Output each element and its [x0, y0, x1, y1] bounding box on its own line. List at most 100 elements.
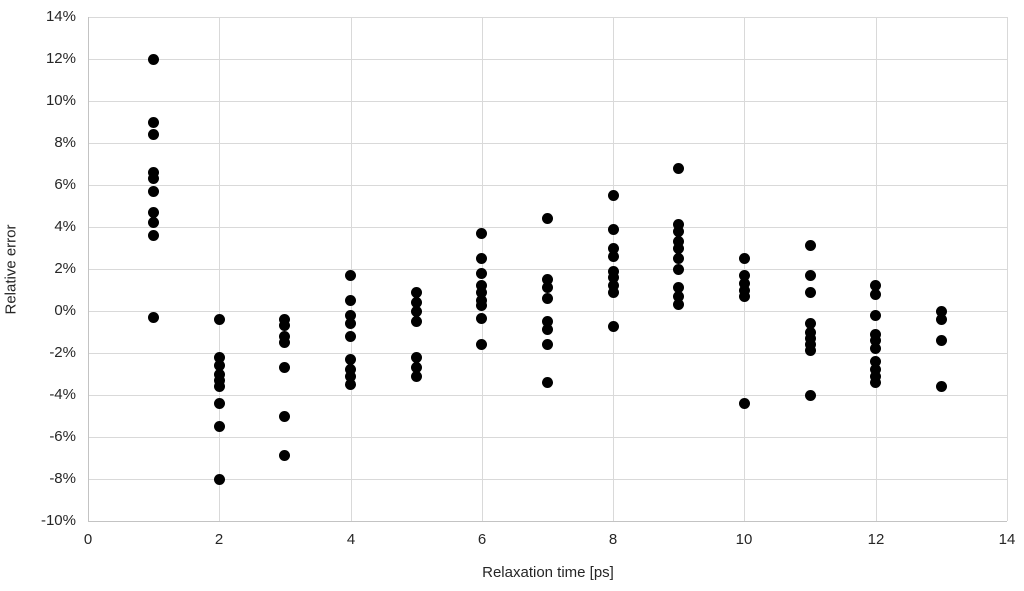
data-point — [345, 309, 357, 321]
data-point — [607, 265, 619, 277]
horizontal-gridline — [88, 101, 1007, 102]
data-point — [673, 299, 685, 311]
data-point — [213, 368, 225, 380]
data-point — [213, 313, 225, 325]
data-point — [607, 242, 619, 254]
data-point — [673, 263, 685, 275]
data-point — [804, 240, 816, 252]
data-point — [476, 312, 488, 324]
y-tick-label: 4% — [54, 218, 76, 235]
data-point — [345, 364, 357, 376]
data-point — [542, 376, 553, 388]
data-point — [870, 309, 882, 321]
x-tick-label: 4 — [346, 531, 356, 548]
y-tick-label: 0% — [54, 302, 76, 319]
data-point — [345, 330, 357, 342]
y-tick-label: 8% — [54, 134, 76, 151]
y-tick-label: 6% — [54, 176, 76, 193]
data-point — [410, 370, 422, 382]
horizontal-gridline — [88, 479, 1007, 480]
data-point — [148, 166, 160, 178]
data-point — [870, 334, 882, 346]
data-point — [345, 353, 357, 365]
data-point — [738, 253, 750, 264]
data-point — [410, 305, 422, 317]
data-point — [279, 320, 291, 332]
data-point — [607, 190, 619, 201]
data-point — [476, 339, 488, 351]
data-point — [607, 250, 619, 262]
data-point — [476, 286, 488, 298]
data-point — [542, 274, 553, 285]
data-point — [542, 339, 553, 351]
data-point — [345, 379, 357, 390]
y-tick-label: -2% — [49, 344, 76, 361]
x-tick-label: 2 — [214, 531, 224, 548]
data-point — [935, 334, 947, 346]
data-point — [213, 374, 225, 386]
data-point — [279, 362, 291, 374]
y-tick-label: -6% — [49, 428, 76, 445]
data-point — [213, 421, 225, 432]
data-point — [476, 280, 488, 292]
x-tick-label: 8 — [608, 531, 618, 548]
vertical-gridline — [351, 17, 352, 521]
data-point — [476, 267, 488, 279]
data-point — [804, 269, 816, 281]
data-point — [870, 288, 882, 300]
data-point — [673, 225, 685, 237]
data-point — [738, 397, 750, 409]
data-point — [213, 473, 225, 485]
horizontal-gridline — [88, 17, 1007, 18]
data-point — [935, 313, 947, 325]
x-tick-label: 10 — [735, 531, 753, 548]
data-point — [870, 376, 882, 388]
data-point — [148, 206, 160, 218]
x-tick-label: 12 — [867, 531, 885, 548]
data-point — [148, 116, 160, 128]
data-point — [804, 339, 816, 351]
vertical-gridline — [219, 17, 220, 521]
data-point — [673, 162, 685, 174]
data-point — [870, 343, 882, 355]
data-point — [804, 286, 816, 298]
horizontal-gridline — [88, 311, 1007, 312]
horizontal-gridline — [88, 59, 1007, 60]
horizontal-gridline — [88, 143, 1007, 144]
data-point — [673, 242, 685, 254]
data-point — [804, 318, 816, 330]
data-point — [148, 173, 160, 185]
y-tick-label: 2% — [54, 260, 76, 277]
y-axis-line — [88, 17, 89, 521]
data-point — [673, 290, 685, 302]
data-point — [870, 328, 882, 340]
data-point — [673, 253, 685, 264]
data-point — [738, 290, 750, 302]
data-point — [213, 381, 225, 393]
data-point — [607, 321, 619, 333]
data-point — [738, 269, 750, 281]
y-tick-label: 14% — [45, 8, 76, 25]
data-point — [410, 316, 422, 327]
data-point — [345, 295, 357, 306]
data-point — [279, 313, 291, 325]
data-point — [476, 300, 488, 312]
horizontal-gridline — [88, 227, 1007, 228]
data-point — [410, 362, 422, 374]
data-point — [542, 292, 553, 304]
vertical-gridline — [876, 17, 877, 521]
data-point — [279, 330, 291, 342]
data-point — [279, 337, 291, 348]
horizontal-gridline — [88, 353, 1007, 354]
data-point — [542, 324, 553, 336]
data-point — [870, 280, 882, 292]
data-point — [345, 370, 357, 382]
x-tick-label: 14 — [998, 531, 1016, 548]
horizontal-gridline — [88, 395, 1007, 396]
x-tick-label: 6 — [477, 531, 487, 548]
data-point — [935, 305, 947, 317]
data-point — [410, 286, 422, 298]
y-tick-label: 12% — [45, 50, 76, 67]
data-point — [607, 286, 619, 298]
